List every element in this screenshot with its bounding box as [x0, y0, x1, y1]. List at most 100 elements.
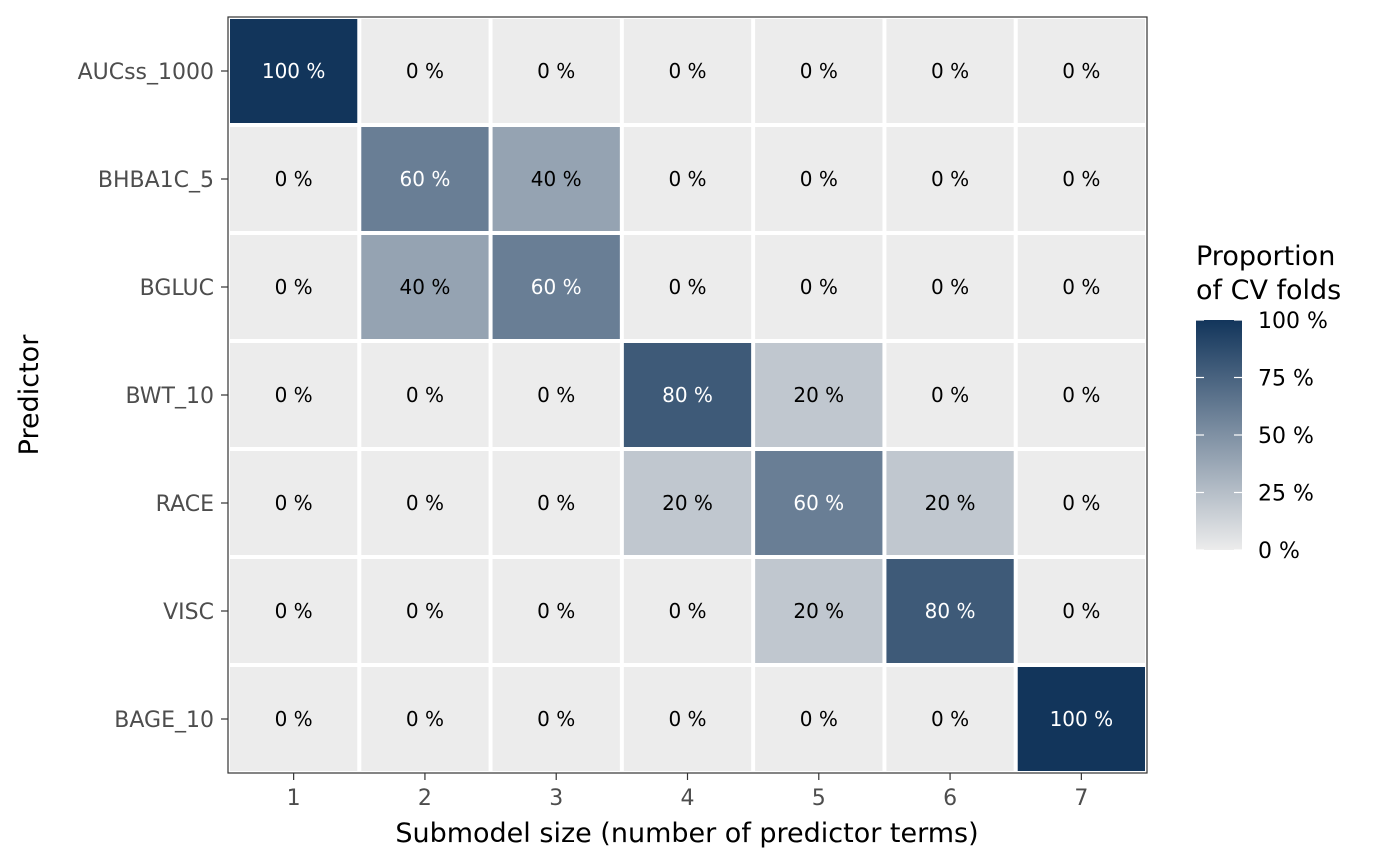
- heatmap-cell: [623, 235, 752, 339]
- heatmap-cell: [755, 559, 883, 663]
- y-axis-title: Predictor: [14, 334, 45, 456]
- heatmap-cell: [361, 127, 489, 231]
- cell-value-label: 0 %: [275, 707, 313, 731]
- cell-value-label: 0 %: [931, 707, 969, 731]
- heatmap-cell: [886, 127, 1014, 231]
- x-tick-label: 4: [681, 786, 695, 811]
- cell-value-label: 20 %: [793, 599, 844, 623]
- cell-value-label: 0 %: [275, 599, 313, 623]
- cell-value-label: 0 %: [406, 491, 444, 515]
- heatmap-cell: [230, 451, 358, 555]
- legend-tick-label: 25 %: [1258, 482, 1314, 507]
- heatmap-cell: [492, 343, 620, 447]
- heatmap-cell: [230, 343, 358, 447]
- legend-title-line-1: Proportion: [1196, 241, 1335, 272]
- cell-value-label: 0 %: [406, 599, 444, 623]
- legend-tick-label: 100 %: [1258, 309, 1328, 334]
- heatmap-cell: [886, 343, 1014, 447]
- cell-value-label: 0 %: [406, 59, 444, 83]
- heatmap-cell: [886, 235, 1014, 339]
- y-tick-label: BAGE_10: [114, 708, 214, 733]
- cell-value-label: 0 %: [406, 707, 444, 731]
- cell-value-label: 20 %: [793, 383, 844, 407]
- legend-title-line-2: of CV folds: [1196, 275, 1341, 306]
- heatmap-cell: [1017, 127, 1145, 231]
- cell-value-label: 100 %: [262, 59, 326, 83]
- cell-value-label: 0 %: [800, 707, 838, 731]
- x-tick-label: 1: [287, 786, 301, 811]
- heatmap-cell: [361, 667, 489, 771]
- heatmap-cell: [755, 127, 883, 231]
- cell-value-label: 0 %: [406, 383, 444, 407]
- x-tick-label: 5: [812, 786, 826, 811]
- cell-value-label: 60 %: [400, 167, 451, 191]
- cell-value-label: 40 %: [400, 275, 451, 299]
- heatmap-cell: [230, 19, 358, 123]
- heatmap-cell: [886, 667, 1014, 771]
- x-axis-title: Submodel size (number of predictor terms…: [395, 818, 978, 849]
- x-axis: 1 2 3 4 5 6 7: [287, 773, 1088, 811]
- cell-value-label: 0 %: [1062, 275, 1100, 299]
- heatmap-cells: [230, 19, 1145, 771]
- heatmap-cell: [361, 451, 489, 555]
- cell-value-label: 0 %: [800, 59, 838, 83]
- heatmap-cell: [1017, 559, 1145, 663]
- cell-value-label: 100 %: [1050, 707, 1114, 731]
- cell-value-label: 20 %: [662, 491, 713, 515]
- y-tick-label: BGLUC: [140, 276, 214, 301]
- heatmap-cell: [623, 451, 752, 555]
- heatmap-cell: [230, 127, 358, 231]
- x-tick-label: 7: [1074, 786, 1088, 811]
- heatmap-cell: [492, 559, 620, 663]
- heatmap-cell-labels: 100 % 0 % 0 % 0 % 0 % 0 % 0 % 0 % 60 % 40 % 0 % 0 %…: [262, 59, 1113, 731]
- cell-value-label: 0 %: [800, 275, 838, 299]
- heatmap-cell: [886, 559, 1014, 663]
- heatmap-cell: [230, 235, 358, 339]
- cell-value-label: 0 %: [800, 167, 838, 191]
- y-tick-label: BHBA1C_5: [98, 168, 214, 193]
- heatmap-cell: [230, 559, 358, 663]
- heatmap-cell: [623, 19, 752, 123]
- y-tick-label: VISC: [163, 600, 214, 625]
- cell-value-label: 0 %: [537, 383, 575, 407]
- cell-value-label: 0 %: [275, 491, 313, 515]
- cell-value-label: 0 %: [668, 707, 706, 731]
- legend-tick-label: 75 %: [1258, 367, 1314, 392]
- heatmap-cell: [1017, 343, 1145, 447]
- cell-value-label: 80 %: [662, 383, 713, 407]
- heatmap-cell: [492, 127, 620, 231]
- cell-value-label: 0 %: [668, 59, 706, 83]
- cell-value-label: 0 %: [275, 167, 313, 191]
- cell-value-label: 0 %: [668, 275, 706, 299]
- heatmap-cell: [1017, 235, 1145, 339]
- cell-value-label: 0 %: [275, 275, 313, 299]
- y-tick-label: BWT_10: [126, 384, 215, 409]
- cell-value-label: 60 %: [531, 275, 582, 299]
- heatmap-cell: [361, 343, 489, 447]
- cell-value-label: 0 %: [1062, 167, 1100, 191]
- heatmap-cell: [755, 451, 883, 555]
- heatmap-cell: [755, 667, 883, 771]
- heatmap-cell: [230, 667, 358, 771]
- heatmap-cell: [623, 343, 752, 447]
- cell-value-label: 80 %: [925, 599, 976, 623]
- heatmap-cell: [755, 19, 883, 123]
- y-axis: AUCss_1000 BHBA1C_5 BGLUC BWT_10 RACE VISC BAG…: [78, 60, 228, 733]
- cell-value-label: 40 %: [531, 167, 582, 191]
- heatmap-cell: [361, 235, 489, 339]
- cell-value-label: 0 %: [1062, 59, 1100, 83]
- legend-tick-label: 0 %: [1258, 539, 1300, 564]
- heatmap-cell: [623, 127, 752, 231]
- cell-value-label: 20 %: [925, 491, 976, 515]
- cell-value-label: 0 %: [537, 59, 575, 83]
- heatmap-cell: [361, 559, 489, 663]
- cell-value-label: 0 %: [1062, 491, 1100, 515]
- heatmap-cell: [886, 451, 1014, 555]
- heatmap-cell: [492, 19, 620, 123]
- cell-value-label: 60 %: [793, 491, 844, 515]
- cell-value-label: 0 %: [1062, 599, 1100, 623]
- cell-value-label: 0 %: [931, 59, 969, 83]
- heatmap-cell: [623, 667, 752, 771]
- cell-value-label: 0 %: [931, 383, 969, 407]
